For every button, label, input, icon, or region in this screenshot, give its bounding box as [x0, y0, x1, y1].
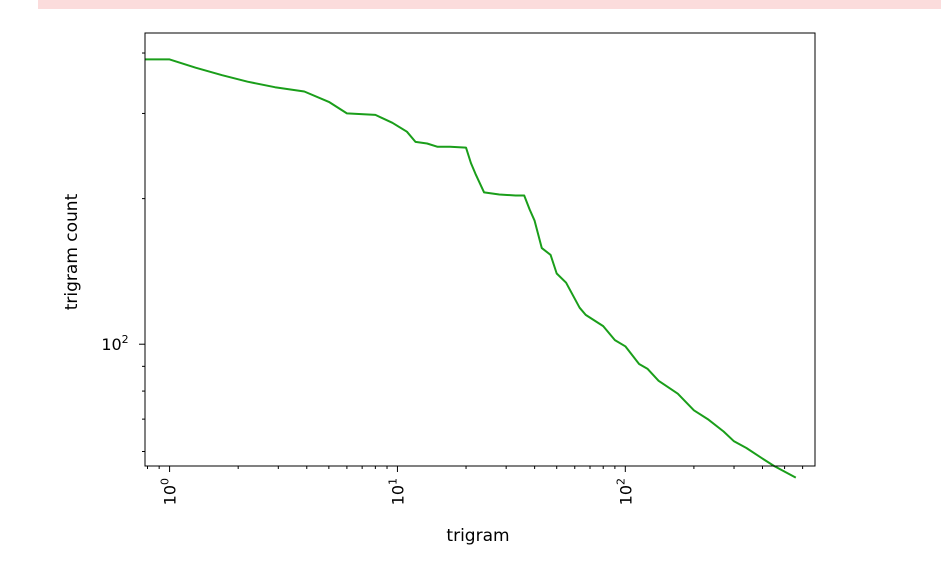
- x-axis-label: trigram: [446, 526, 509, 546]
- x-tick-label: 101: [386, 478, 407, 505]
- major-ticks: [139, 343, 626, 472]
- x-tick-labels: 100 101 102: [159, 478, 636, 505]
- notebook-output-banner: [38, 0, 941, 9]
- x-tick-label: 100: [159, 478, 180, 505]
- minor-ticks: [142, 52, 804, 469]
- y-axis-label: trigram count: [62, 193, 82, 310]
- series-line-trigram-count: [145, 58, 797, 479]
- y-tick-label: 102: [101, 333, 128, 354]
- y-tick-labels: 102: [101, 333, 128, 354]
- plot-frame: [144, 32, 816, 467]
- x-tick-label: 102: [614, 478, 635, 505]
